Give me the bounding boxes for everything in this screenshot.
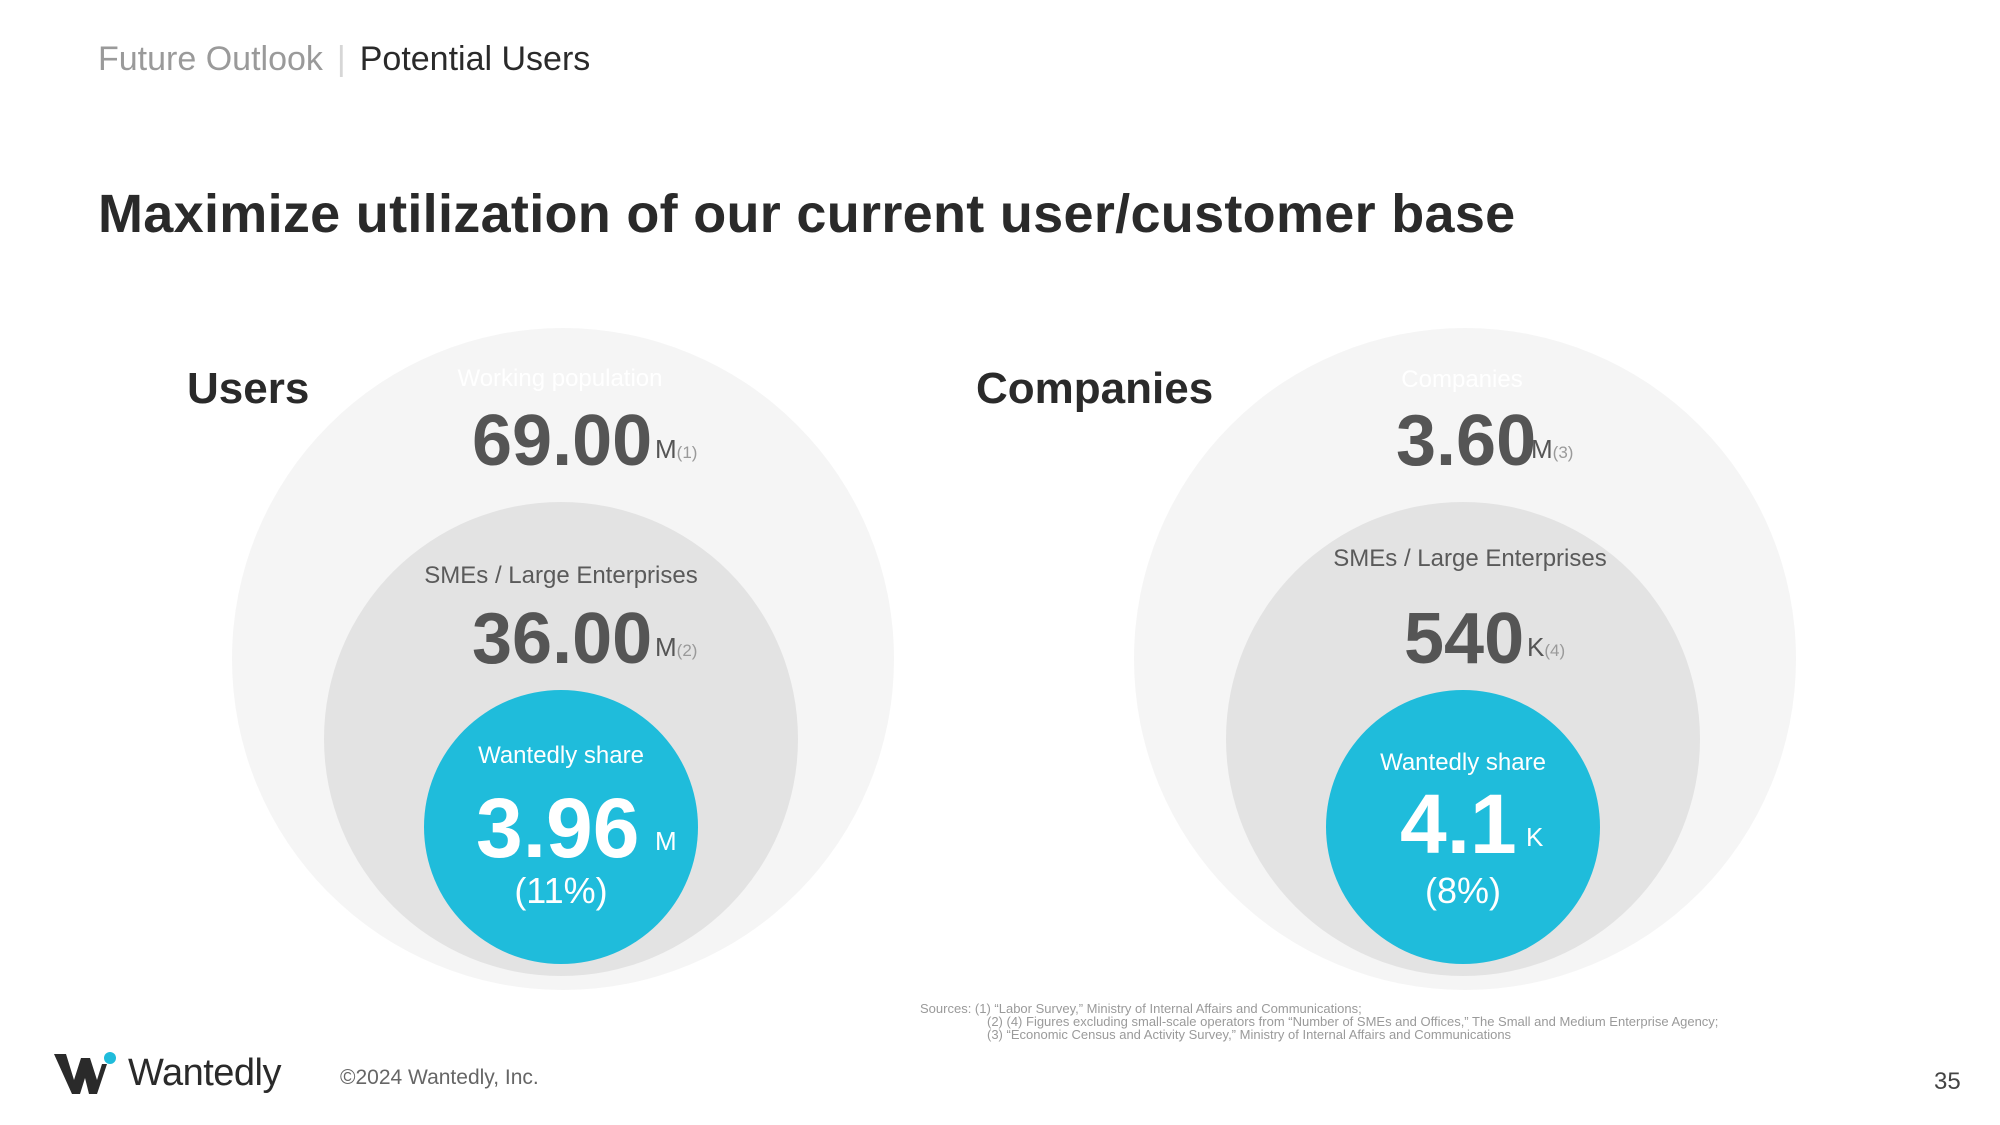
users-middle-unit: M(2): [655, 632, 698, 662]
wantedly-logo: Wantedly: [52, 1050, 282, 1096]
breadcrumb-page: Potential Users: [359, 40, 591, 78]
sources-note: Sources: (1) “Labor Survey,” Ministry of…: [920, 1002, 1718, 1041]
companies-inner-circle: [1326, 690, 1600, 964]
users-inner-circle: [424, 690, 698, 964]
users-section-label: Users: [187, 364, 310, 413]
page-number: 35: [1934, 1068, 1961, 1095]
breadcrumb-section: Future Outlook: [98, 40, 323, 78]
companies-middle-label: SMEs / Large Enterprises: [1333, 545, 1607, 572]
companies-outer-unit: M(3): [1531, 434, 1574, 464]
companies-share-percent: (8%): [1424, 870, 1501, 911]
breadcrumb-separator: |: [336, 40, 346, 78]
users-outer-label: Working population: [457, 365, 663, 392]
companies-middle-value: 540: [1404, 599, 1525, 679]
page-title: Maximize utilization of our current user…: [98, 184, 1516, 244]
sources-line-2: (2) (4) Figures excluding small-scale op…: [987, 1014, 1719, 1029]
users-share-label: Wantedly share: [478, 742, 644, 769]
breadcrumb: Future Outlook | Potential Users: [98, 40, 590, 79]
users-middle-value: 36.00: [472, 599, 653, 679]
users-middle-label: SMEs / Large Enterprises: [424, 562, 698, 589]
companies-outer-label: Companies: [1401, 366, 1523, 393]
companies-share-unit: K: [1526, 822, 1544, 852]
companies-share-value: 4.1: [1400, 777, 1517, 871]
copyright: ©2024 Wantedly, Inc.: [340, 1066, 539, 1089]
users-outer-unit: M(1): [655, 434, 698, 464]
users-share-value: 3.96: [476, 781, 640, 875]
users-share-unit: M: [655, 826, 677, 856]
users-outer-value: 69.00: [472, 401, 653, 481]
logo-text: Wantedly: [128, 1051, 282, 1094]
sources-line-1: Sources: (1) “Labor Survey,” Ministry of…: [920, 1001, 1362, 1016]
companies-middle-unit: K(4): [1527, 632, 1566, 662]
wantedly-w-logo-icon: [54, 1052, 116, 1094]
companies-outer-value: 3.60: [1396, 401, 1537, 481]
users-share-percent: (11%): [514, 870, 608, 911]
companies-share-label: Wantedly share: [1380, 749, 1546, 776]
sources-line-3: (3) “Economic Census and Activity Survey…: [987, 1027, 1512, 1042]
companies-section-label: Companies: [976, 364, 1214, 413]
